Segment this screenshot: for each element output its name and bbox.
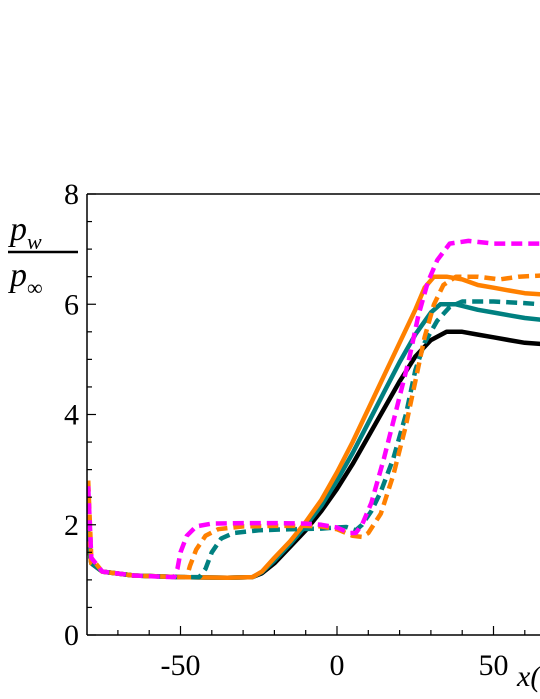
y-label-denominator: p∞: [8, 257, 43, 300]
series-layer: [87, 238, 540, 580]
series-line-6: [87, 238, 540, 580]
y-tick-label: 4: [64, 399, 79, 432]
series-line-4: [87, 299, 540, 580]
series-line-1: [87, 329, 540, 580]
y-tick-label: 2: [64, 509, 79, 542]
x-tick-label: 0: [330, 649, 345, 682]
y-tick-label: 0: [64, 619, 79, 652]
series-line-2: [87, 302, 540, 580]
y-tick-label: 6: [64, 288, 79, 321]
y-label-numerator: pw: [8, 211, 42, 254]
x-axis-label: x(: [516, 660, 540, 693]
series-line-5: [87, 273, 540, 580]
series-line-3: [87, 274, 540, 580]
x-tick-label: -50: [161, 649, 201, 682]
axes: 0 2 4 6 8 -50 0 50: [64, 178, 540, 682]
x-tick-label: 50: [479, 649, 509, 682]
y-tick-label: 8: [64, 178, 79, 211]
y-axis-label: pw p∞: [8, 211, 78, 300]
